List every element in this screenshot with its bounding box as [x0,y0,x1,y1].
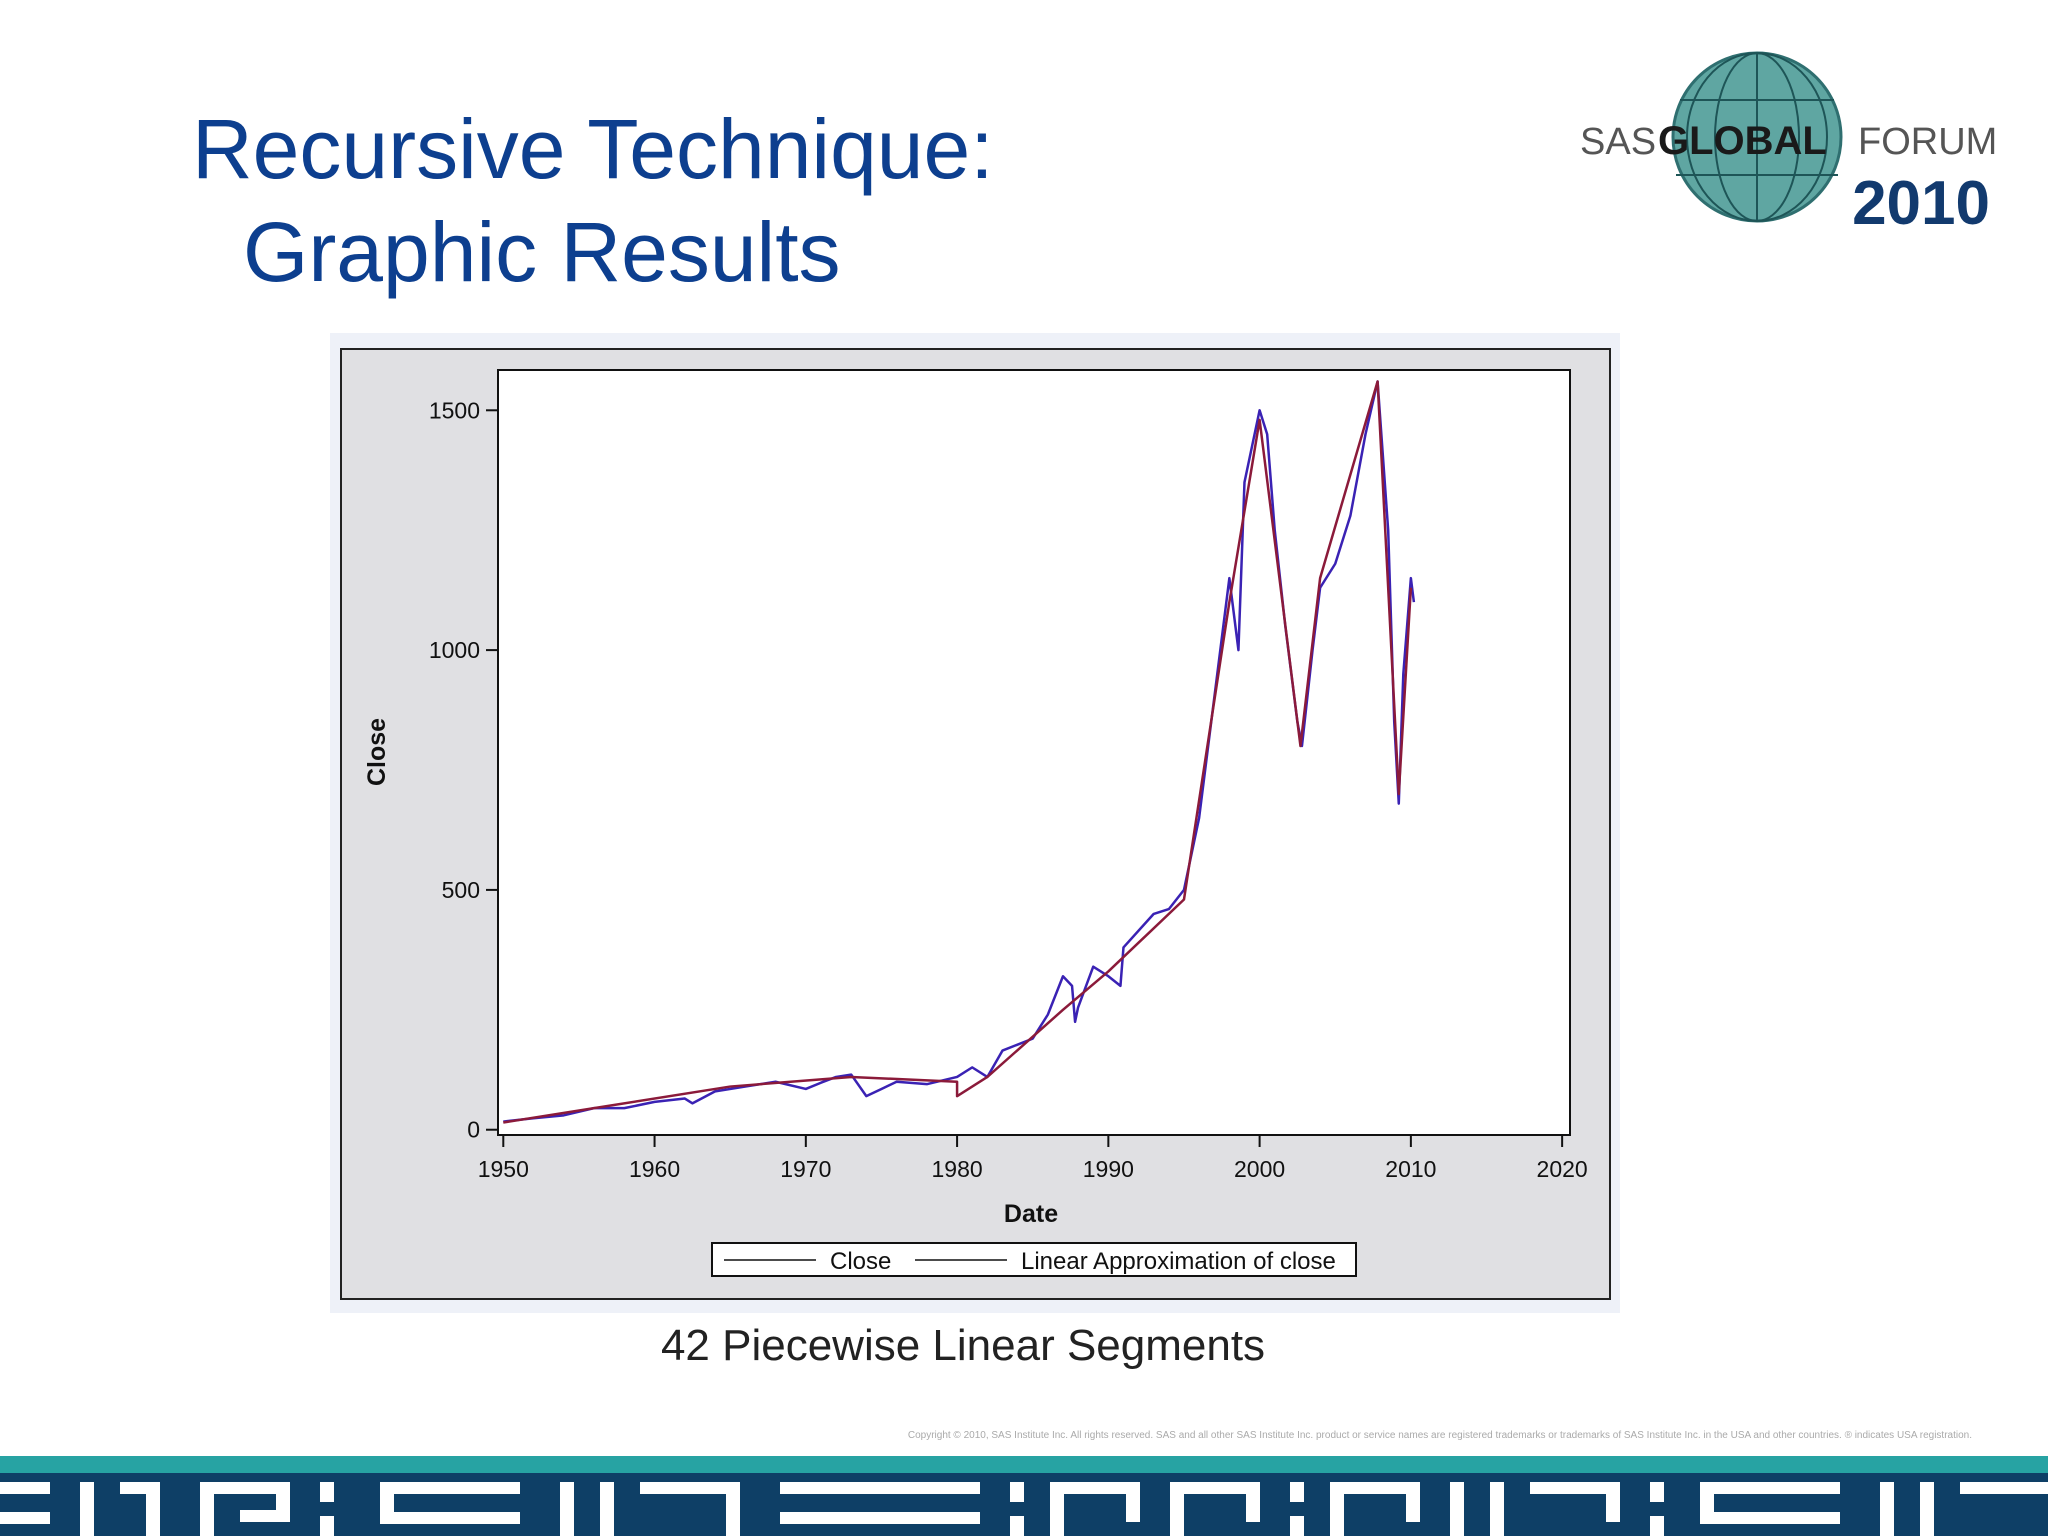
y-tick-label: 1000 [429,637,480,663]
x-tick-label: 2020 [1537,1156,1588,1182]
data-line [503,380,1413,1124]
y-tick-label: 500 [442,877,480,903]
logo-year: 2010 [1852,169,1990,238]
x-tick-label: 1990 [1083,1156,1134,1182]
x-tick-label: 2000 [1234,1156,1285,1182]
legend [711,1242,1357,1277]
chart: 0 500 1000 1500 1950 1960 1970 1980 1990 2000 2010… [429,380,1588,1182]
logo: SAS GLOBAL FORUM 2010 [1580,51,1997,238]
logo-text: FORUM [1858,121,1997,163]
caption: 42 Piecewise Linear Segments [661,1321,1265,1370]
x-axis-label: Date [1004,1200,1058,1228]
legend-label: Linear Approximation of close [1021,1248,1336,1275]
y-tick-label: 1500 [429,397,480,423]
logo-text: SAS [1580,121,1656,163]
y-tick-label: 0 [467,1117,480,1143]
y-axis-label: Close [363,718,391,786]
x-tick-label: 1980 [931,1156,982,1182]
x-tick-label: 1950 [478,1156,529,1182]
slide-title: Graphic Results [243,205,841,299]
x-tick-label: 1960 [629,1156,680,1182]
plot-area [497,369,1571,1136]
x-tick-label: 2010 [1385,1156,1436,1182]
x-tick-label: 1970 [780,1156,831,1182]
footer-pattern [0,1482,2048,1536]
legend-label: Close [830,1248,891,1275]
logo-text: GLOBAL [1658,119,1827,163]
copyright: Copyright © 2010, SAS Institute Inc. All… [908,1430,1972,1441]
footer-stripe [0,1456,2048,1473]
slide-title: Recursive Technique: [192,102,994,196]
legend-items: Close Linear Approximation of close [724,1248,1336,1275]
